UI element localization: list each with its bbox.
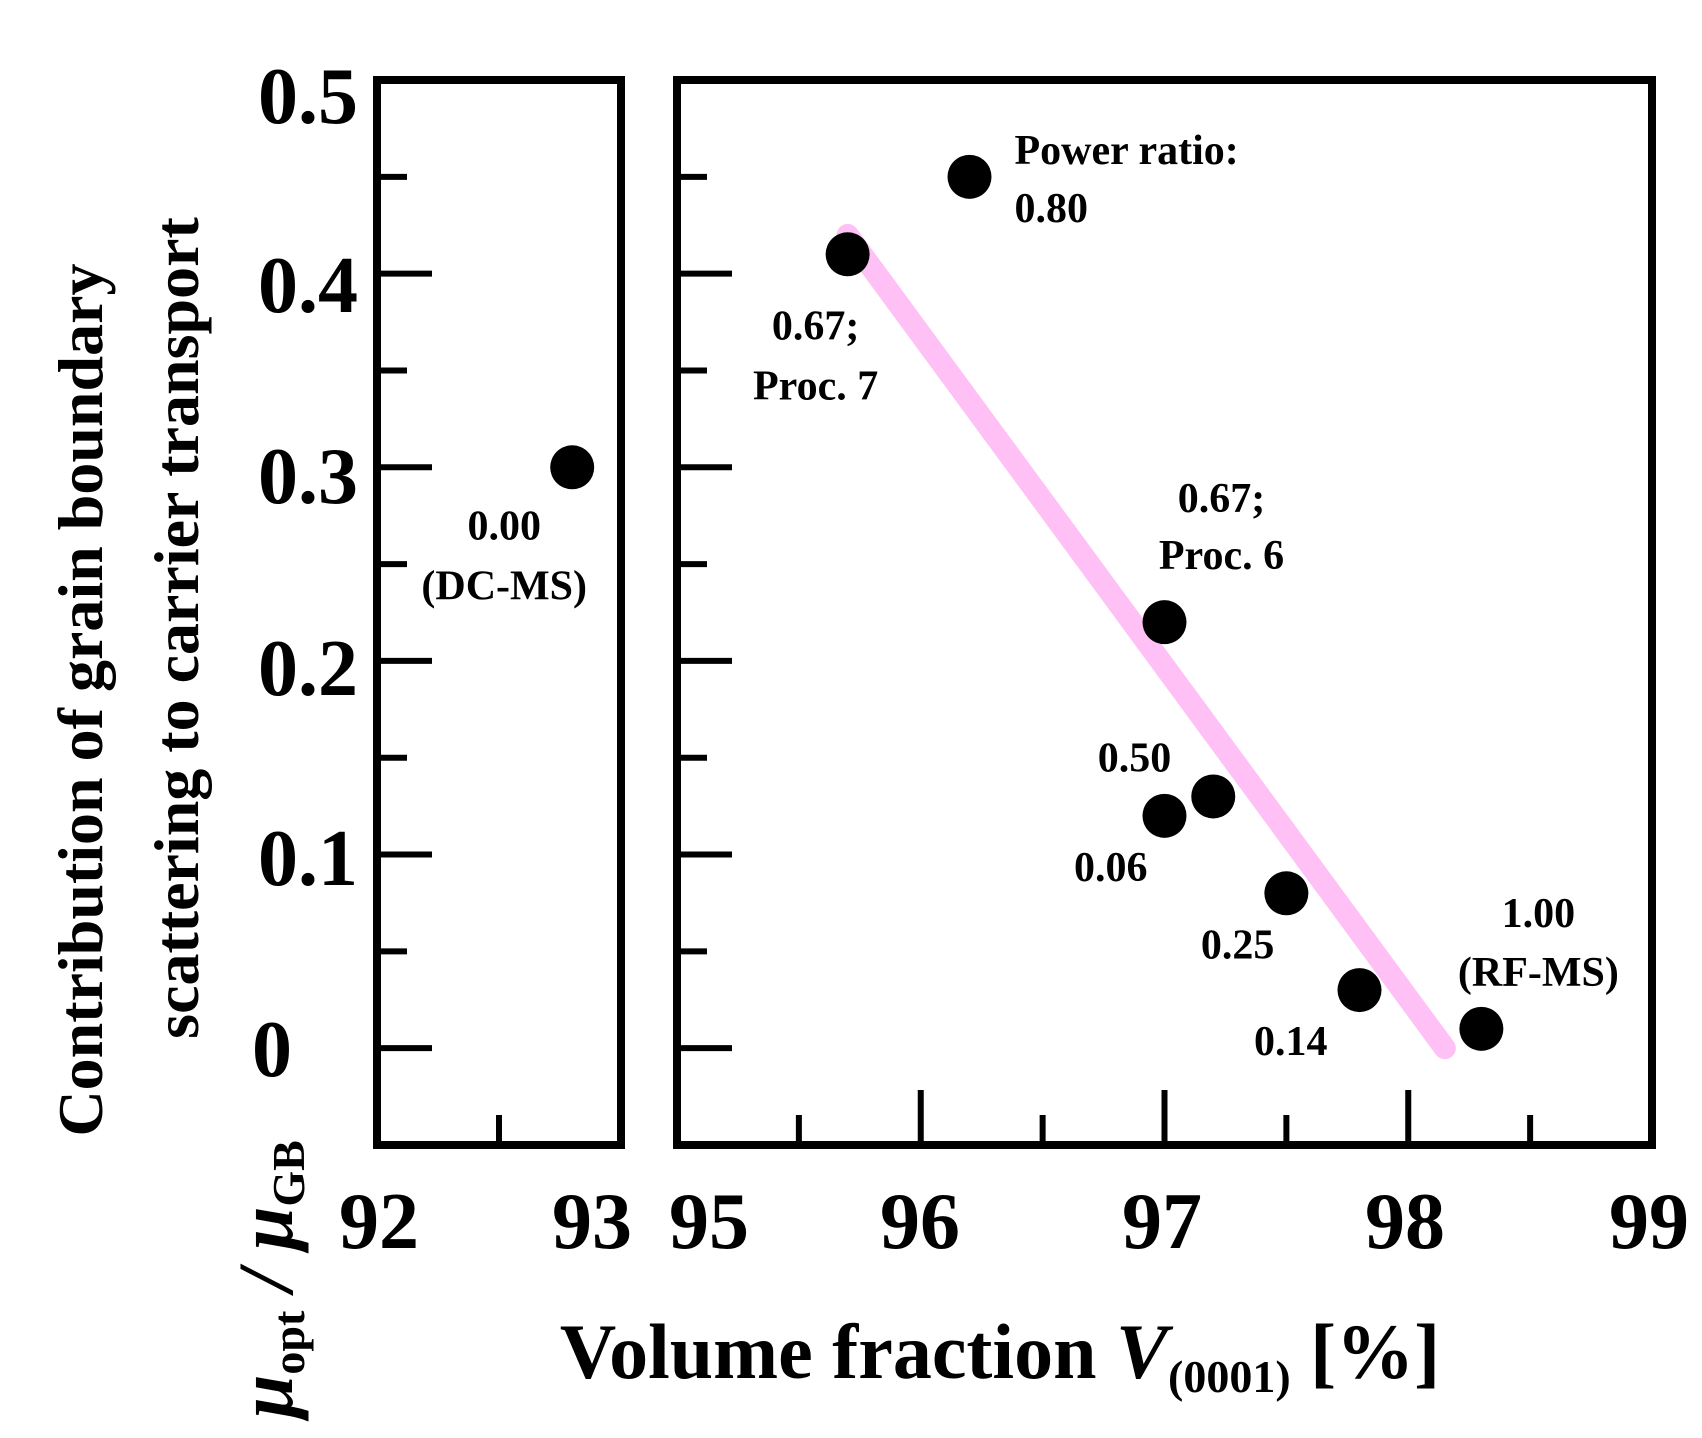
x-tick-label-95: 95: [669, 1178, 749, 1266]
x-tick-label-99: 99: [1609, 1178, 1689, 1266]
x-axis-label: Volume fraction V(0001) [%]: [560, 1308, 1440, 1402]
y-tick-label-0.3: 0.3: [258, 433, 358, 521]
point-label-line2-right-7: (RF-MS): [1458, 950, 1619, 996]
x-tick-label-92: 92: [339, 1178, 419, 1266]
y-axis-label: Contribution of grain boundary: [45, 263, 116, 1136]
trend-line: [836, 223, 1456, 1060]
left-panel-frame: [373, 76, 625, 1149]
point-label-right-2: 0.67;: [1178, 476, 1266, 522]
x-tick-label-96: 96: [880, 1178, 960, 1266]
data-point-right-5: [1264, 871, 1309, 916]
data-point-right-2: [1142, 600, 1187, 645]
point-label-line2-right-2: Proc. 6: [1159, 533, 1284, 579]
x-tick-label-93: 93: [552, 1178, 632, 1266]
data-point-right-3: [1191, 774, 1236, 819]
y-tick-label-0.5: 0.5: [258, 53, 358, 141]
point-label-right-1: 0.67;: [772, 303, 860, 349]
data-point-right-7: [1459, 1006, 1504, 1051]
point-label-right-6: 0.14: [1254, 1019, 1328, 1065]
y-axis-symbol-text: μopt / μGB: [222, 1140, 314, 1422]
point-label-right-3: 0.50: [1098, 735, 1172, 781]
point-label-left-0: 0.00: [467, 503, 541, 549]
y-tick-label-0.2: 0.2: [258, 625, 358, 713]
y-tick-label-0.4: 0.4: [258, 242, 358, 330]
data-point-right-0: [947, 154, 992, 199]
data-point-left-0: [550, 445, 595, 490]
y-tick-label-0: 0: [252, 1006, 292, 1094]
point-label-line2-left-0: (DC-MS): [421, 563, 587, 609]
data-point-right-4: [1142, 793, 1187, 838]
y-axis-label-line1: Contribution of grain boundary: [45, 263, 116, 1136]
point-label-right-7: 1.00: [1502, 891, 1576, 937]
point-label-line2-right-0: 0.80: [1015, 186, 1089, 232]
y-tick-label-0.1: 0.1: [258, 815, 358, 903]
point-label-right-5: 0.25: [1201, 922, 1275, 968]
point-label-line2-right-1: Proc. 7: [753, 363, 878, 409]
data-point-right-6: [1337, 968, 1382, 1013]
x-axis-tick-labels-right: 95 96 97 98 99: [669, 1178, 1689, 1266]
left-panel: 0.00 (DC-MS): [373, 76, 625, 1149]
y-axis-label-line2: scattering to carrier transport: [141, 217, 212, 1039]
y-axis-tick-labels: 0.5 0.4 0.3 0.2 0.1 0: [252, 53, 358, 1094]
point-label-right-0: Power ratio:: [1015, 128, 1239, 174]
right-panel: Power ratio: 0.80 0.67; Proc. 7 0.67; Proc. 6…: [673, 76, 1656, 1149]
x-tick-label-98: 98: [1365, 1178, 1445, 1266]
data-point-right-1: [825, 232, 870, 277]
x-axis-tick-labels-left: 92 93: [339, 1178, 632, 1266]
point-label-right-4: 0.06: [1074, 845, 1148, 891]
y-axis-symbol: μopt / μGB: [222, 1140, 314, 1422]
y-axis-label-2: scattering to carrier transport: [141, 217, 212, 1039]
x-tick-label-97: 97: [1122, 1178, 1202, 1266]
